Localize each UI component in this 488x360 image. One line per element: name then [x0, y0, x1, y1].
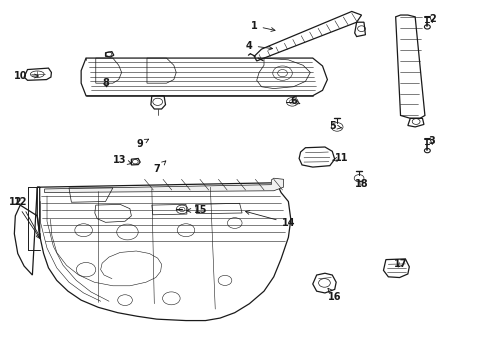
Text: 14: 14 [245, 211, 295, 228]
Text: 18: 18 [354, 179, 367, 189]
Text: 5: 5 [328, 121, 341, 131]
Text: 12: 12 [9, 197, 40, 239]
Text: 15: 15 [186, 206, 207, 216]
Text: 1: 1 [250, 21, 274, 31]
Text: 13: 13 [113, 155, 131, 165]
Text: 16: 16 [327, 288, 341, 302]
Text: 6: 6 [289, 96, 299, 106]
Text: 8: 8 [102, 78, 109, 88]
Text: 4: 4 [245, 41, 272, 50]
Polygon shape [44, 178, 283, 193]
Text: 9: 9 [136, 139, 148, 149]
Text: 3: 3 [428, 136, 435, 145]
Text: 7: 7 [153, 161, 165, 174]
Text: 17: 17 [393, 259, 407, 269]
Text: 12: 12 [14, 197, 40, 238]
Text: 2: 2 [428, 14, 435, 24]
Text: 10: 10 [14, 71, 39, 81]
Text: 11: 11 [332, 153, 348, 163]
